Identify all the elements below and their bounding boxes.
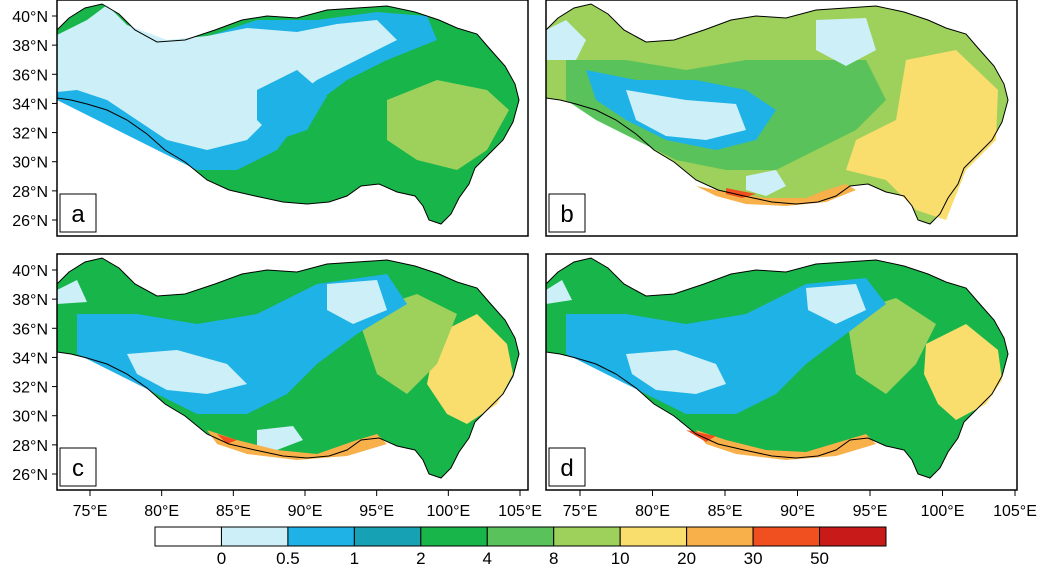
colorbar-label: 2 — [416, 549, 425, 567]
lat-tick-label: 34°N — [12, 350, 48, 367]
panel-letter-a: a — [71, 201, 85, 228]
map-region-d-4 — [626, 350, 726, 394]
colorbar-label: 30 — [744, 549, 763, 567]
colorbar-swatch — [752, 526, 821, 547]
map-region-c-8 — [207, 430, 387, 460]
map-region-a-4 — [257, 70, 327, 140]
plateau-outline-a — [57, 3, 520, 225]
lat-tick-label: 38°N — [12, 292, 48, 309]
lat-tick-label: 32°N — [12, 126, 48, 143]
lat-tick-label: 26°N — [12, 213, 48, 230]
plateau-outline-c — [57, 257, 520, 479]
map-region-d-7 — [696, 430, 876, 460]
map-region-c-1 — [427, 314, 513, 424]
lon-left-tick-label: 75°E — [73, 503, 108, 520]
lat-tick-label: 28°N — [12, 438, 48, 455]
lon-right-tick-label: 95°E — [853, 503, 888, 520]
map-region-b-6 — [546, 20, 586, 60]
panel-frame-a — [56, 0, 529, 237]
colorbar-swatch — [353, 526, 422, 547]
colorbar-swatch — [686, 526, 754, 547]
lon-left-tick-label: 90°E — [288, 503, 323, 520]
panel-letter-b: b — [560, 201, 573, 228]
lat-tick-label: 30°N — [12, 155, 48, 172]
lon-right-tick-label: 75°E — [563, 503, 598, 520]
panel-frame-c — [56, 253, 529, 491]
map-region-d-2 — [846, 298, 936, 394]
lon-right-tick-label: 85°E — [708, 503, 743, 520]
map-panel-b — [546, 3, 1009, 225]
lat-tick-label: 28°N — [12, 184, 48, 201]
map-region-a-1 — [387, 80, 509, 170]
lat-tick-label: 36°N — [12, 321, 48, 338]
panel-frame-d — [545, 253, 1018, 491]
map-region-c-7 — [257, 426, 303, 450]
map-region-b-9 — [726, 188, 756, 198]
panel-letter-d: d — [560, 455, 573, 482]
panel-frame-b — [545, 0, 1018, 237]
colorbar-swatch — [220, 526, 289, 547]
map-region-a-3 — [57, 5, 397, 150]
lon-left-tick-label: 105°E — [498, 503, 542, 520]
panel-label-d: d — [548, 447, 586, 487]
map-region-c-5 — [327, 280, 387, 324]
lat-tick-label: 34°N — [12, 96, 48, 113]
colorbar-label: 0.5 — [276, 549, 300, 567]
map-panel-d — [546, 257, 1009, 479]
lat-tick-label: 30°N — [12, 409, 48, 426]
colorbar-swatch — [819, 526, 887, 547]
colorbar-swatch — [287, 526, 355, 547]
colorbar-swatch — [486, 526, 555, 547]
panel-letter-c: c — [72, 455, 84, 482]
plateau-outline-b — [546, 3, 1009, 225]
colorbar-label: 50 — [810, 549, 829, 567]
lat-tick-label: 38°N — [12, 38, 48, 55]
map-region-b-7 — [746, 170, 786, 196]
lon-left-tick-label: 80°E — [144, 503, 179, 520]
lon-right-tick-label: 80°E — [635, 503, 670, 520]
map-region-d-6 — [546, 280, 572, 304]
colorbar-swatch — [420, 526, 488, 547]
colorbar-swatch — [553, 526, 621, 547]
panel-label-c: c — [59, 447, 97, 487]
colorbar-label: 20 — [677, 549, 696, 567]
colorbar-label: 1 — [350, 549, 359, 567]
panel-label-a: a — [59, 193, 97, 233]
map-region-b-8 — [696, 184, 856, 206]
colorbar-label: 0 — [217, 549, 226, 567]
map-region-d-1 — [924, 324, 1002, 420]
map-region-c-6 — [57, 280, 87, 304]
lon-left-tick-label: 85°E — [216, 503, 251, 520]
lon-left-tick-label: 95°E — [359, 503, 394, 520]
colorbar-swatch — [619, 526, 688, 547]
lon-right-tick-label: 105°E — [993, 503, 1037, 520]
colorbar-label: 4 — [483, 549, 492, 567]
map-region-a-5 — [327, 84, 387, 140]
map-panel-a — [57, 3, 520, 225]
lon-left-tick-label: 100°E — [426, 503, 470, 520]
plateau-outline-d — [546, 257, 1009, 479]
panel-label-b: b — [548, 193, 586, 233]
colorbar: 0 0.5 1 2 4 8 10 20 30 50 — [154, 526, 887, 567]
map-region-c-9 — [217, 434, 237, 444]
lat-tick-label: 40°N — [12, 9, 48, 26]
lat-tick-label: 40°N — [12, 263, 48, 280]
map-region-d-5 — [806, 284, 866, 324]
lat-tick-label: 26°N — [12, 467, 48, 484]
map-region-c-4 — [127, 350, 247, 394]
map-region-b-4 — [626, 90, 746, 140]
colorbar-label: 10 — [611, 549, 630, 567]
map-region-b-5 — [816, 18, 876, 66]
map-panel-c — [57, 257, 520, 479]
lon-right-tick-label: 100°E — [921, 503, 965, 520]
colorbar-swatch — [154, 526, 222, 547]
lat-tick-label: 32°N — [12, 380, 48, 397]
lon-right-tick-label: 90°E — [780, 503, 815, 520]
colorbar-label: 8 — [549, 549, 558, 567]
axes-layer: 26°N 28°N 30°N 32°N 34°N 36°N 38°N 40°N 26°N 28°N… — [12, 9, 1037, 520]
lat-tick-label: 36°N — [12, 67, 48, 84]
